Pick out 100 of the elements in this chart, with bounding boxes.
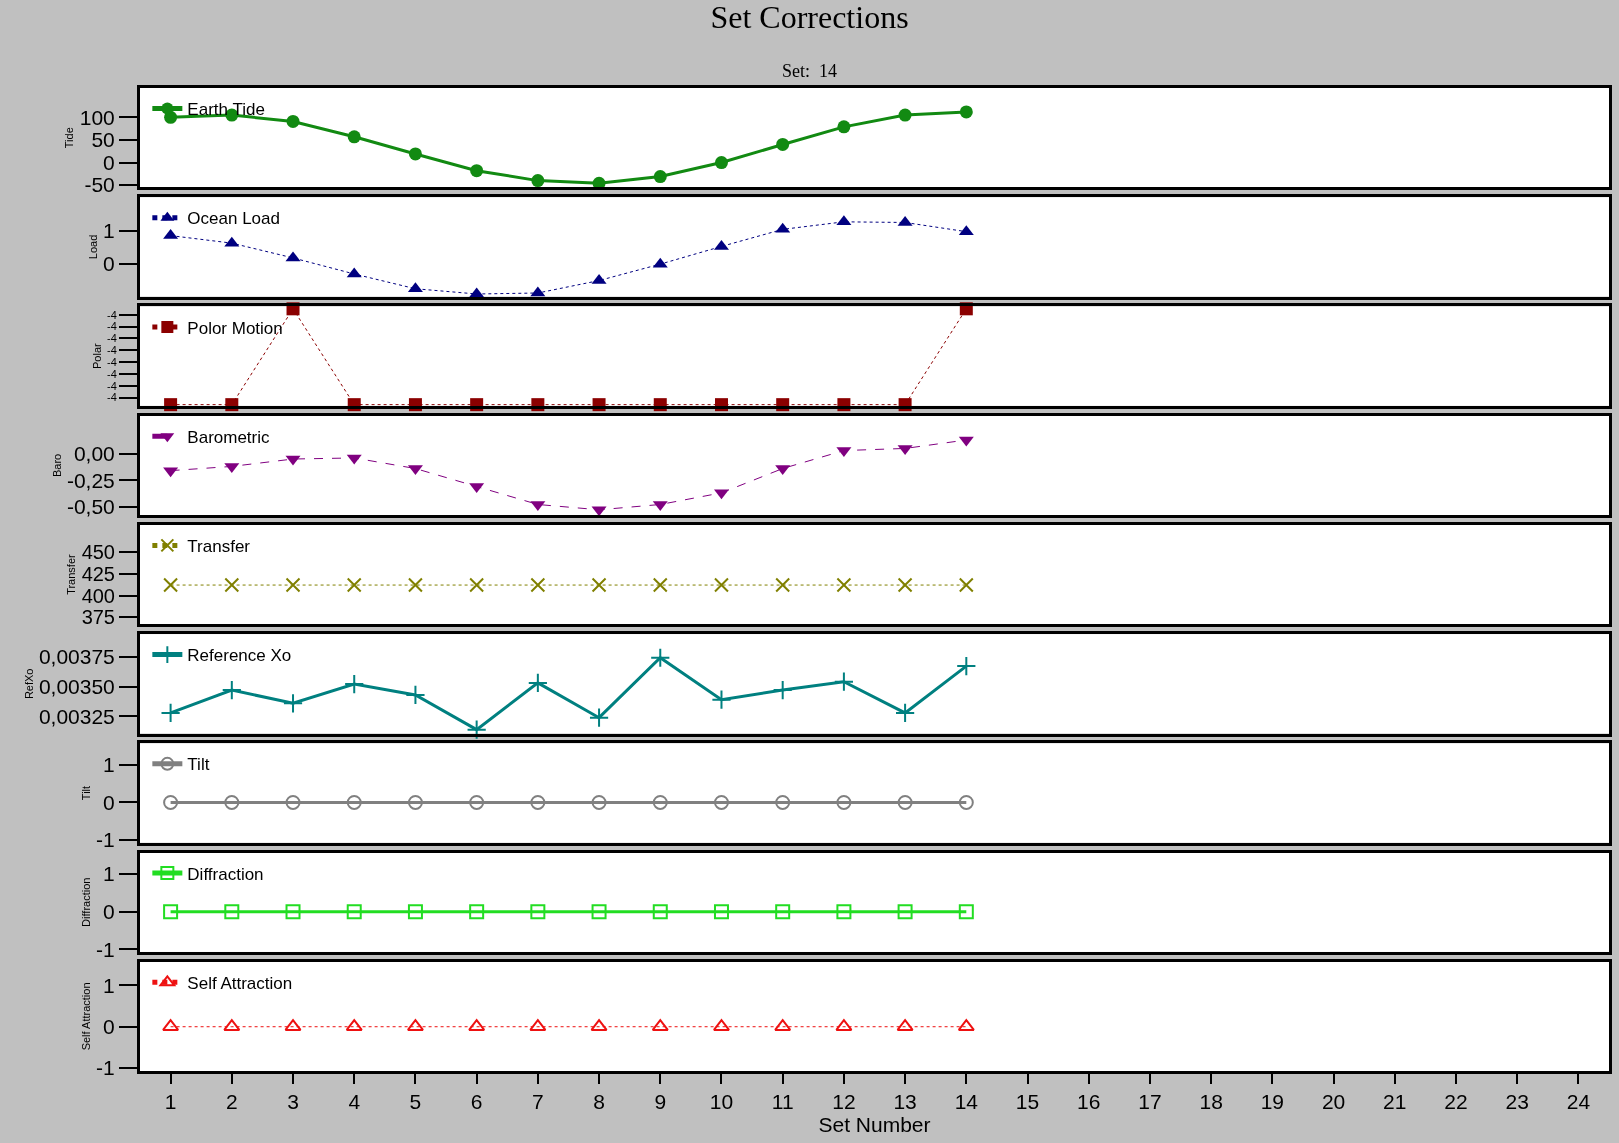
point — [470, 164, 484, 178]
point — [405, 684, 426, 705]
y-tick-label: -0,50 — [66, 494, 115, 518]
y-axis-title: RefXo — [22, 668, 35, 700]
point — [776, 137, 790, 151]
y-tick-label: -4 — [107, 355, 117, 368]
chart-subtitle: Set: 14 — [781, 60, 838, 81]
point — [160, 702, 181, 723]
y-axis-title: Polar — [90, 342, 103, 369]
legend-label: Diffraction — [187, 864, 264, 884]
y-tick-label: 0,00325 — [38, 704, 115, 728]
x-tick-label: 15 — [1015, 1090, 1040, 1114]
y-tick-label: 1 — [103, 219, 115, 243]
x-tick-label: 12 — [832, 1090, 856, 1114]
x-tick-label: 13 — [893, 1090, 917, 1114]
point — [527, 672, 548, 694]
point — [956, 656, 977, 677]
x-tick-label: 24 — [1566, 1090, 1591, 1114]
y-tick-label: 1 — [103, 753, 115, 777]
y-axis-title: Tilt — [79, 785, 92, 801]
point — [282, 693, 304, 714]
point — [347, 130, 361, 144]
y-tick-label: -4 — [107, 379, 117, 392]
y-tick-label: -1 — [96, 937, 115, 961]
y-tick-label: -4 — [107, 391, 117, 404]
y-tick-label: -4 — [107, 308, 117, 321]
y-axis-title: Baro — [50, 453, 63, 477]
legend-label: Ocean Load — [187, 209, 280, 229]
y-tick-label: 1 — [103, 862, 115, 886]
point — [959, 105, 973, 119]
x-tick-label: 20 — [1321, 1090, 1346, 1114]
point — [588, 707, 610, 728]
point — [650, 647, 671, 668]
x-tick-label: 3 — [287, 1090, 299, 1114]
y-tick-label: 400 — [81, 584, 115, 607]
y-axis-title: Load — [86, 234, 99, 260]
x-tick-label: 21 — [1383, 1090, 1407, 1114]
point — [898, 108, 912, 122]
point — [466, 719, 487, 740]
y-tick-label: 0 — [103, 150, 115, 174]
y-tick-label: 50 — [91, 128, 115, 152]
y-tick-label: 100 — [79, 105, 115, 129]
x-tick-label: 23 — [1505, 1090, 1529, 1114]
y-tick-label: -50 — [84, 173, 115, 197]
legend-label: Transfer — [187, 537, 251, 557]
x-tick-label: 18 — [1199, 1090, 1223, 1114]
y-tick-label: 1 — [103, 973, 115, 997]
y-tick-label: -4 — [107, 344, 117, 357]
legend-label: Tilt — [187, 755, 210, 775]
point — [895, 702, 916, 723]
y-tick-label: 0,00 — [73, 442, 115, 466]
point — [221, 680, 242, 701]
y-axis-title: Diffraction — [79, 877, 92, 927]
x-tick-label: 9 — [654, 1090, 667, 1114]
point — [408, 147, 422, 161]
x-tick-label: 17 — [1138, 1090, 1162, 1114]
legend-label: Polor Motion — [187, 318, 283, 338]
point — [714, 156, 728, 170]
x-tick-label: 14 — [954, 1090, 979, 1114]
y-tick-label: 0 — [103, 900, 115, 924]
y-tick-label: -1 — [96, 1056, 115, 1080]
x-tick-label: 19 — [1260, 1090, 1285, 1114]
x-tick-label: 2 — [225, 1090, 238, 1114]
point — [344, 674, 365, 695]
y-tick-label: -4 — [107, 367, 117, 380]
chart-title: Set Corrections — [710, 0, 909, 36]
point — [833, 671, 854, 692]
y-tick-label: -0,25 — [66, 468, 115, 492]
y-tick-label: 375 — [81, 606, 115, 629]
y-tick-label: -1 — [96, 828, 115, 852]
x-tick-label: 22 — [1444, 1090, 1468, 1114]
x-tick-label: 1 — [164, 1090, 177, 1114]
point — [772, 680, 793, 701]
x-tick-label: 5 — [409, 1090, 422, 1114]
x-tick-label: 11 — [771, 1090, 794, 1114]
y-tick-label: 425 — [81, 562, 115, 585]
x-tick-label: 10 — [709, 1090, 734, 1114]
x-tick-label: 8 — [593, 1090, 605, 1114]
legend-label: Barometric — [187, 427, 271, 447]
y-tick-label: 0,00350 — [38, 674, 115, 698]
legend-label: Self Attraction — [187, 973, 293, 993]
y-tick-label: 450 — [81, 540, 115, 563]
point — [653, 170, 667, 184]
x-axis-title: Set Number — [818, 1113, 931, 1137]
y-axis-title: Self Attraction — [79, 982, 92, 1051]
x-tick-label: 16 — [1077, 1090, 1101, 1114]
y-axis-title: Tide — [63, 127, 76, 149]
legend-label: Earth Tide — [187, 100, 265, 120]
point — [711, 689, 732, 710]
y-tick-label: 0,00375 — [38, 644, 115, 668]
point — [286, 114, 300, 128]
point — [837, 120, 851, 134]
y-tick-label: 0 — [103, 1015, 115, 1039]
y-tick-label: -4 — [107, 320, 117, 333]
x-tick-label: 6 — [470, 1090, 483, 1114]
y-tick-label: -4 — [107, 332, 117, 345]
x-tick-label: 7 — [532, 1090, 544, 1114]
legend-label: Reference Xo — [187, 646, 292, 666]
y-tick-label: 0 — [103, 790, 115, 814]
point — [531, 174, 545, 188]
